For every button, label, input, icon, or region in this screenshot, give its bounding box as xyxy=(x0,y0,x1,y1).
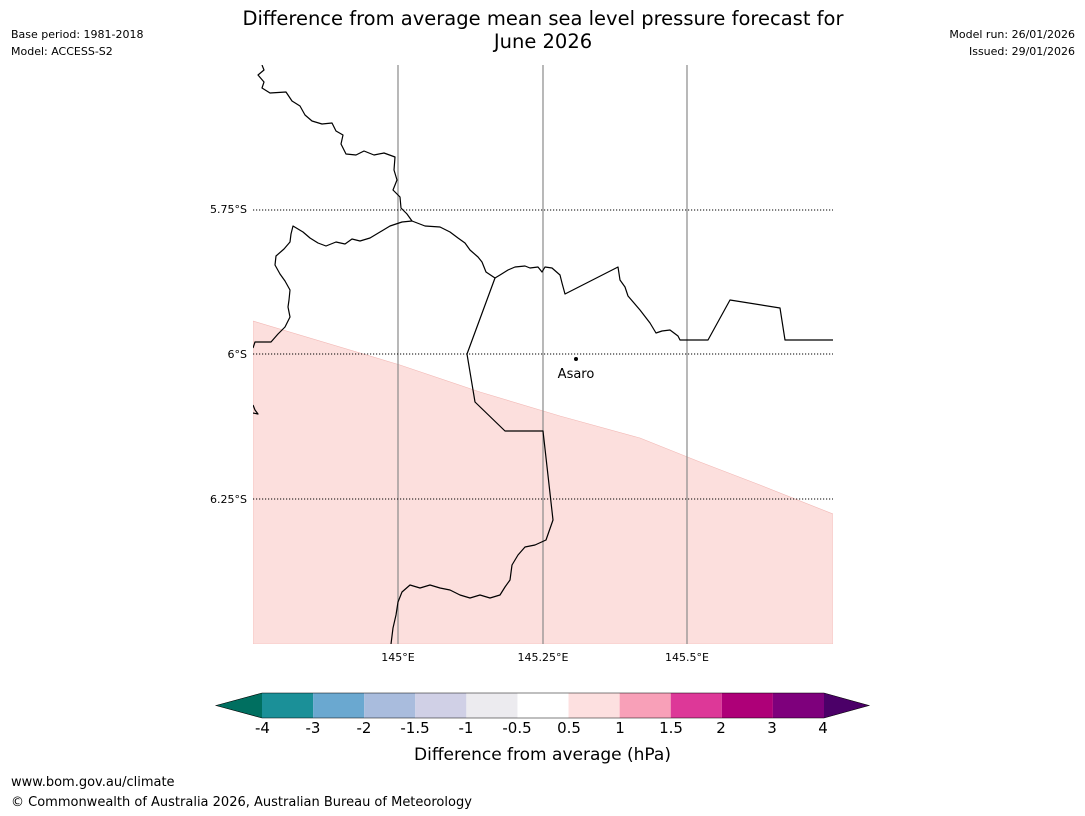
lat-label-5-75: 5.75°S xyxy=(210,203,247,216)
cb-tick-4: -1 xyxy=(458,719,474,737)
cb-tick-6: 0.5 xyxy=(557,719,581,737)
issued-label: Issued: 29/01/2026 xyxy=(968,45,1075,58)
cb-tick-10: 3 xyxy=(767,719,777,737)
lon-label-145-5: 145.5°E xyxy=(665,651,709,664)
colorbar xyxy=(214,692,871,719)
cb-tick-3: -1.5 xyxy=(400,719,430,737)
model-label: Model: ACCESS-S2 xyxy=(11,45,113,58)
lon-label-145-25: 145.25°E xyxy=(518,651,569,664)
boundary-central xyxy=(390,220,554,644)
lon-label-145: 145°E xyxy=(381,651,414,664)
cb-tick-11: 4 xyxy=(818,719,828,737)
cb-tick-8: 1.5 xyxy=(659,719,683,737)
colorbar-bin-2 xyxy=(364,693,416,718)
colorbar-bin-0 xyxy=(262,693,314,718)
cb-tick-9: 2 xyxy=(716,719,726,737)
title-line-2: June 2026 xyxy=(493,30,593,53)
colorbar-bin-3 xyxy=(415,693,467,718)
colorbar-under-arrow xyxy=(216,693,262,718)
colorbar-bin-5 xyxy=(517,693,569,718)
colorbar-over-arrow xyxy=(824,693,869,718)
cb-tick-1: -3 xyxy=(305,719,321,737)
colorbar-bin-9 xyxy=(721,693,773,718)
cb-tick-2: -2 xyxy=(356,719,372,737)
colorbar-bin-8 xyxy=(670,693,722,718)
colorbar-bin-1 xyxy=(313,693,365,718)
map-title: Difference from average mean sea level p… xyxy=(160,7,926,53)
lat-label-6: 6°S xyxy=(228,348,247,361)
colorbar-outline xyxy=(214,692,871,719)
footer-url[interactable]: www.bom.gov.au/climate xyxy=(11,775,175,790)
cb-tick-5: -0.5 xyxy=(502,719,532,737)
model-run-label: Model run: 26/01/2026 xyxy=(949,28,1075,41)
colorbar-bin-6 xyxy=(568,693,620,718)
asaro-marker xyxy=(574,357,578,361)
colorbar-bin-7 xyxy=(619,693,671,718)
boundaries xyxy=(253,65,833,644)
boundary-west xyxy=(253,65,413,349)
lat-label-6-25: 6.25°S xyxy=(210,493,247,506)
footer-copyright: © Commonwealth of Australia 2026, Austra… xyxy=(11,795,472,810)
colorbar-ticks: -4 -3 -2 -1.5 -1 -0.5 0.5 1 1.5 2 3 4 xyxy=(0,719,1085,741)
cb-tick-0: -4 xyxy=(255,719,270,737)
colorbar-bin-10 xyxy=(772,693,824,718)
colorbar-label: Difference from average (hPa) xyxy=(414,745,671,765)
asaro-label: Asaro xyxy=(558,367,595,382)
colorbar-swatches xyxy=(214,692,871,719)
boundary-east xyxy=(494,265,833,341)
boundary-west-spur xyxy=(253,404,259,415)
title-line-1: Difference from average mean sea level p… xyxy=(242,7,844,30)
cb-tick-7: 1 xyxy=(615,719,625,737)
colorbar-bin-4 xyxy=(466,693,518,718)
base-period-label: Base period: 1981-2018 xyxy=(11,28,144,41)
map-area: Asaro xyxy=(253,65,833,644)
